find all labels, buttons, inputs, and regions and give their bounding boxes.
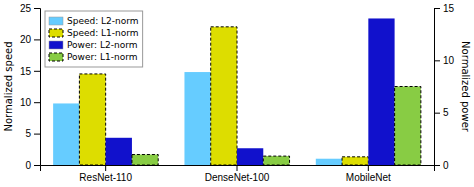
bar xyxy=(79,74,105,165)
legend: Speed: L2-norm Speed: L1-norm Power: L2-no… xyxy=(45,11,143,67)
bar xyxy=(237,148,263,165)
bar xyxy=(184,72,210,165)
plot: 0 5 10 15 20 25 0 5 10 15 ResNet-110 DenseNet-100 Mo… xyxy=(20,3,455,183)
bar xyxy=(263,156,289,165)
axis-line xyxy=(41,166,435,172)
tick-mark xyxy=(34,39,40,40)
bar xyxy=(211,27,237,165)
tick-mark xyxy=(34,71,40,72)
bars xyxy=(53,18,421,165)
tick: ResNet-110 xyxy=(79,165,132,183)
legend-label: Power: L2-norm xyxy=(67,40,137,50)
tick-label: 5 xyxy=(443,107,449,118)
legend-swatch xyxy=(49,41,63,49)
tick-mark xyxy=(434,113,440,114)
y2-axis: 0 5 10 15 xyxy=(434,3,455,171)
tick: 0 xyxy=(434,160,449,171)
chart: 0 5 10 15 20 25 0 5 10 15 ResNet-110 DenseNet-100 Mo… xyxy=(0,0,474,187)
tick: 25 xyxy=(20,3,40,14)
y-axis: 0 5 10 15 20 25 xyxy=(20,3,41,171)
x-axis: ResNet-110 DenseNet-100 MobileNet xyxy=(41,165,435,183)
axis-line xyxy=(34,9,41,166)
legend-label: Speed: L2-norm xyxy=(67,16,139,26)
y-axis-title: Normalized speed xyxy=(3,41,14,131)
bar xyxy=(368,18,394,165)
tick-label: ResNet-110 xyxy=(79,172,132,183)
legend-label: Power: L1-norm xyxy=(67,52,137,62)
tick: MobileNet xyxy=(346,165,391,183)
tick: 10 xyxy=(20,97,40,108)
tick-mark xyxy=(368,165,369,171)
legend-swatch xyxy=(49,53,63,61)
tick: 20 xyxy=(20,34,40,45)
tick-label: 15 xyxy=(20,66,32,77)
tick: 5 xyxy=(25,128,40,139)
bar xyxy=(395,87,421,166)
axis-line xyxy=(435,9,441,166)
tick-label: 0 xyxy=(25,160,31,171)
bar xyxy=(132,155,158,165)
tick-label: MobileNet xyxy=(346,172,391,183)
tick-label: 10 xyxy=(443,55,455,66)
tick-mark xyxy=(237,165,238,171)
bar-series xyxy=(132,87,421,166)
bar xyxy=(316,159,342,165)
legend-swatch xyxy=(49,17,63,25)
tick-mark xyxy=(34,134,40,135)
tick-mark xyxy=(434,60,440,61)
tick-label: 20 xyxy=(20,34,32,45)
tick-mark xyxy=(434,8,440,9)
tick: 10 xyxy=(434,55,455,66)
legend-swatch xyxy=(49,29,63,37)
tick: 15 xyxy=(434,3,455,14)
legend-label: Speed: L1-norm xyxy=(67,28,139,38)
tick: DenseNet-100 xyxy=(205,165,270,183)
legend-frame xyxy=(45,11,143,67)
tick-label: 15 xyxy=(443,3,455,14)
bar-series xyxy=(106,18,395,165)
tick-mark xyxy=(34,102,40,103)
tick: 5 xyxy=(434,107,449,118)
tick-label: 5 xyxy=(25,128,31,139)
tick-label: DenseNet-100 xyxy=(205,172,270,183)
bar xyxy=(53,103,79,165)
y2-axis-title: Normalized power xyxy=(460,41,471,133)
tick-mark xyxy=(105,165,106,171)
tick-mark xyxy=(34,165,40,166)
tick-label: 25 xyxy=(20,3,32,14)
tick: 0 xyxy=(25,160,40,171)
tick-label: 10 xyxy=(20,97,32,108)
bar xyxy=(342,157,368,165)
bar-series xyxy=(53,72,342,165)
bar xyxy=(106,138,132,165)
tick-mark xyxy=(34,8,40,9)
tick: 15 xyxy=(20,66,40,77)
tick-label: 0 xyxy=(443,160,449,171)
